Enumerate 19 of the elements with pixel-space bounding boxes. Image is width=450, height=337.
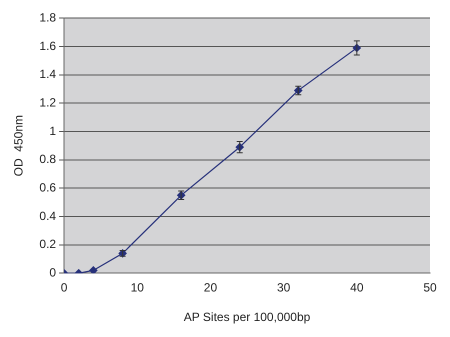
x-tick-label: 0 <box>60 280 68 295</box>
y-tick-label: 0.6 <box>39 180 56 195</box>
x-tick-label: 30 <box>276 280 291 295</box>
x-tick-label: 10 <box>130 280 144 295</box>
y-axis-title: OD 450nm <box>12 115 26 176</box>
y-tick-label: 1 <box>49 124 56 138</box>
y-tick-label: 1.8 <box>39 10 56 25</box>
y-tick-label: 0 <box>49 266 56 280</box>
y-tick-label: 1.6 <box>39 38 56 53</box>
y-tick-label: 0.2 <box>39 237 56 252</box>
point <box>89 266 98 274</box>
y-tick-label: 0.8 <box>39 152 56 166</box>
x-axis-title: AP Sites per 100,000bp <box>184 310 311 324</box>
x-tick-label: 20 <box>204 280 218 295</box>
x-tick-label: 50 <box>423 280 437 295</box>
y-tick-label: 0.4 <box>39 208 56 223</box>
y-tick-label: 1.2 <box>39 96 56 110</box>
y-tick-label: 1.4 <box>39 67 56 82</box>
x-tick-label: 40 <box>350 280 364 295</box>
